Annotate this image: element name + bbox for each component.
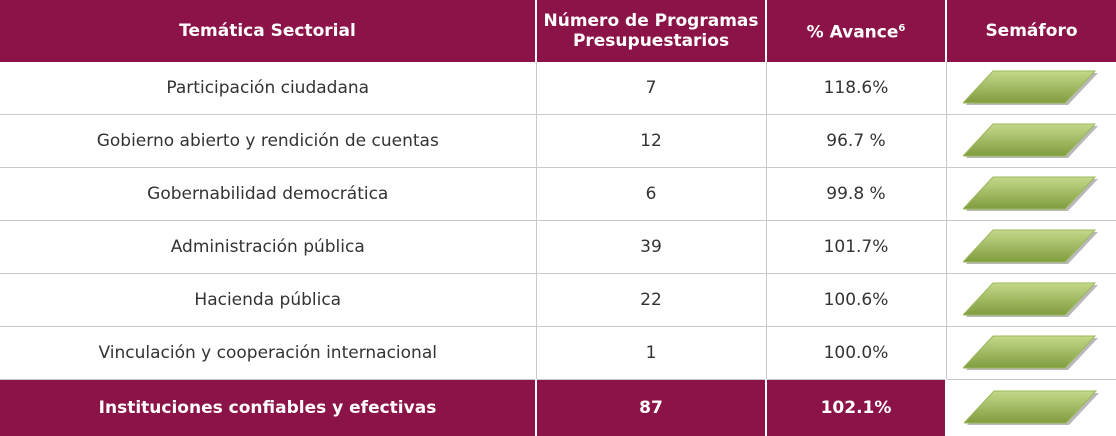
semaforo-green-icon	[953, 282, 1111, 318]
header-row: Temática Sectorial Número de Programas P…	[0, 0, 1116, 62]
cell-semaforo	[946, 274, 1116, 327]
cell-tematica: Administración pública	[0, 221, 536, 274]
table-row: Participación ciudadana 7 118.6%	[0, 62, 1116, 115]
cell-programas: 7	[536, 62, 766, 115]
cell-tematica: Gobernabilidad democrática	[0, 168, 536, 221]
cell-avance: 118.6%	[766, 62, 946, 115]
table-row: Vinculación y cooperación internacional …	[0, 327, 1116, 380]
cell-semaforo	[946, 115, 1116, 168]
header-programas: Número de Programas Presupuestarios	[536, 0, 766, 62]
cell-avance: 99.8 %	[766, 168, 946, 221]
cell-semaforo	[946, 168, 1116, 221]
cell-avance: 101.7%	[766, 221, 946, 274]
cell-programas: 6	[536, 168, 766, 221]
cell-semaforo	[946, 62, 1116, 115]
total-programas: 87	[536, 380, 766, 436]
cell-programas: 1	[536, 327, 766, 380]
header-avance-footnote: 6	[898, 23, 905, 34]
table-row: Gobierno abierto y rendición de cuentas …	[0, 115, 1116, 168]
cell-programas: 22	[536, 274, 766, 327]
semaforo-green-icon	[953, 123, 1111, 159]
cell-programas: 39	[536, 221, 766, 274]
cell-tematica: Participación ciudadana	[0, 62, 536, 115]
cell-avance: 100.6%	[766, 274, 946, 327]
header-tematica: Temática Sectorial	[0, 0, 536, 62]
semaforo-green-icon	[953, 70, 1111, 106]
table-row: Administración pública 39 101.7%	[0, 221, 1116, 274]
table-row: Gobernabilidad democrática 6 99.8 %	[0, 168, 1116, 221]
header-avance: % Avance6	[766, 0, 946, 62]
semaforo-green-icon	[953, 229, 1111, 265]
semaforo-green-icon	[953, 176, 1111, 212]
total-tematica: Instituciones confiables y efectivas	[0, 380, 536, 436]
semaforo-green-icon	[953, 390, 1110, 426]
table-row: Hacienda pública 22 100.6%	[0, 274, 1116, 327]
total-row: Instituciones confiables y efectivas 87 …	[0, 380, 1116, 436]
total-semaforo	[946, 380, 1116, 436]
header-avance-label: % Avance	[807, 23, 899, 43]
cell-semaforo	[946, 221, 1116, 274]
cell-tematica: Gobierno abierto y rendición de cuentas	[0, 115, 536, 168]
semaforo-green-icon	[953, 335, 1111, 371]
header-semaforo: Semáforo	[946, 0, 1116, 62]
cell-semaforo	[946, 327, 1116, 380]
cell-avance: 96.7 %	[766, 115, 946, 168]
cell-avance: 100.0%	[766, 327, 946, 380]
cell-programas: 12	[536, 115, 766, 168]
total-avance: 102.1%	[766, 380, 946, 436]
cell-tematica: Vinculación y cooperación internacional	[0, 327, 536, 380]
cell-tematica: Hacienda pública	[0, 274, 536, 327]
